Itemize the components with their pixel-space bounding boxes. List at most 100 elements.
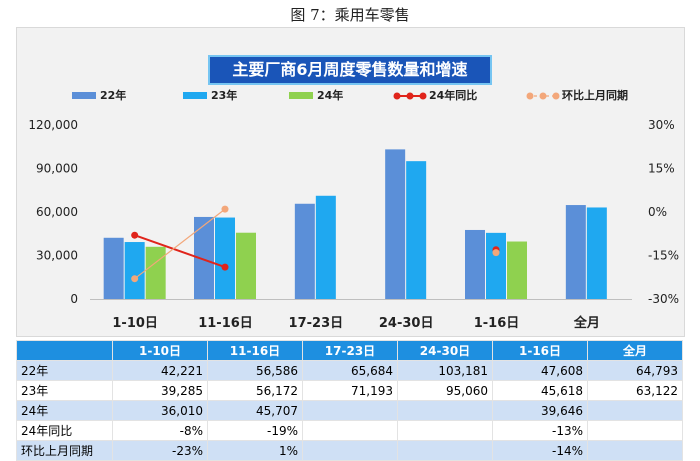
legend-label: 23年	[211, 88, 237, 102]
table-header-cell: 24-30日	[398, 341, 493, 361]
legend-label: 24年	[317, 88, 343, 102]
y-left-tick-label: 0	[70, 292, 78, 306]
legend-marker	[553, 93, 560, 100]
table-header-cell: 1-16日	[493, 341, 588, 361]
bar	[587, 207, 607, 299]
data-table: 1-10日 11-16日 17-23日 24-30日 1-16日 全月 22年 4…	[16, 340, 683, 461]
bar	[215, 218, 235, 299]
table-row-label: 22年	[17, 361, 113, 381]
y-right-tick-label: 15%	[648, 162, 675, 176]
table-cell: -13%	[493, 421, 588, 441]
x-tick-label: 1-10日	[112, 316, 158, 331]
legend-label: 24年同比	[429, 88, 477, 102]
bar	[406, 161, 426, 299]
table-row-label: 24年同比	[17, 421, 113, 441]
line-point	[222, 264, 229, 271]
table-header-cell: 1-10日	[113, 341, 208, 361]
table-cell	[398, 441, 493, 461]
bar	[104, 238, 124, 299]
table-cell	[588, 421, 683, 441]
x-tick-label: 11-16日	[198, 316, 253, 331]
legend-swatch	[183, 92, 207, 99]
line-point	[493, 249, 500, 256]
bar	[385, 149, 405, 299]
table-cell	[303, 441, 398, 461]
legend-marker	[527, 93, 534, 100]
y-left-tick-label: 90,000	[36, 162, 78, 176]
line-point	[131, 275, 138, 282]
table-row: 24年 36,010 45,707 39,646	[17, 401, 683, 421]
bar	[146, 247, 166, 299]
legend-marker	[540, 93, 547, 100]
y-left-tick-label: 60,000	[36, 205, 78, 219]
y-right-tick-label: 30%	[648, 118, 675, 132]
table-row: 22年 42,221 56,586 65,684 103,181 47,608 64,793	[17, 361, 683, 381]
table-cell: 56,172	[208, 381, 303, 401]
table-row: 24年同比 -8% -19% -13%	[17, 421, 683, 441]
table-cell	[303, 401, 398, 421]
bar	[125, 242, 145, 299]
legend-marker	[394, 93, 401, 100]
bar	[316, 196, 336, 299]
legend-marker	[420, 93, 427, 100]
y-right-tick-label: -30%	[648, 292, 679, 306]
table-header-cell: 17-23日	[303, 341, 398, 361]
chart-title: 主要厂商6月周度零售数量和增速	[208, 55, 492, 85]
table-row: 23年 39,285 56,172 71,193 95,060 45,618 63,122	[17, 381, 683, 401]
y-left-tick-label: 120,000	[28, 118, 78, 132]
table-cell: 45,618	[493, 381, 588, 401]
bar	[507, 242, 527, 299]
table-cell: 71,193	[303, 381, 398, 401]
table-row-label: 24年	[17, 401, 113, 421]
x-tick-label: 17-23日	[289, 316, 344, 331]
table-cell: 103,181	[398, 361, 493, 381]
x-tick-label: 24-30日	[379, 316, 434, 331]
x-tick-label: 全月	[573, 315, 600, 331]
legend-swatch	[72, 92, 96, 99]
table-cell: -23%	[113, 441, 208, 461]
legend-label: 环比上月同期	[562, 88, 628, 102]
legend-marker	[407, 93, 414, 100]
table-cell: 47,608	[493, 361, 588, 381]
table-cell	[398, 401, 493, 421]
y-right-tick-label: -15%	[648, 249, 679, 263]
table-cell: 63,122	[588, 381, 683, 401]
table-cell: 95,060	[398, 381, 493, 401]
legend-swatch	[289, 92, 313, 99]
table-row: 环比上月同期 -23% 1% -14%	[17, 441, 683, 461]
table-header-cell: 11-16日	[208, 341, 303, 361]
table-cell: 1%	[208, 441, 303, 461]
line-point	[222, 206, 229, 213]
table-cell: 39,646	[493, 401, 588, 421]
table-cell: 64,793	[588, 361, 683, 381]
table-header-row: 1-10日 11-16日 17-23日 24-30日 1-16日 全月	[17, 341, 683, 361]
bar	[465, 230, 485, 299]
table-cell: 39,285	[113, 381, 208, 401]
table-row-label: 23年	[17, 381, 113, 401]
table-cell: 65,684	[303, 361, 398, 381]
chart-plot: 0 30,000 60,000 90,000 120,000 -30% -15% 0% 15% 3…	[0, 0, 700, 340]
legend-label: 22年	[100, 88, 126, 102]
bar	[295, 204, 315, 299]
table-cell: 56,586	[208, 361, 303, 381]
table-cell	[588, 441, 683, 461]
bar	[566, 205, 586, 299]
table-header-cell: 全月	[588, 341, 683, 361]
bar	[486, 233, 506, 299]
table-row-label: 环比上月同期	[17, 441, 113, 461]
table-cell: -14%	[493, 441, 588, 461]
table-cell	[398, 421, 493, 441]
table-cell: 45,707	[208, 401, 303, 421]
table-cell	[303, 421, 398, 441]
table-header-corner	[17, 341, 113, 361]
table-cell: -19%	[208, 421, 303, 441]
table-cell: 42,221	[113, 361, 208, 381]
line-point	[131, 232, 138, 239]
table-cell: 36,010	[113, 401, 208, 421]
y-left-tick-label: 30,000	[36, 249, 78, 263]
bar	[236, 233, 256, 299]
table-cell	[588, 401, 683, 421]
y-right-tick-label: 0%	[648, 205, 667, 219]
table-cell: -8%	[113, 421, 208, 441]
x-tick-label: 1-16日	[474, 316, 520, 331]
